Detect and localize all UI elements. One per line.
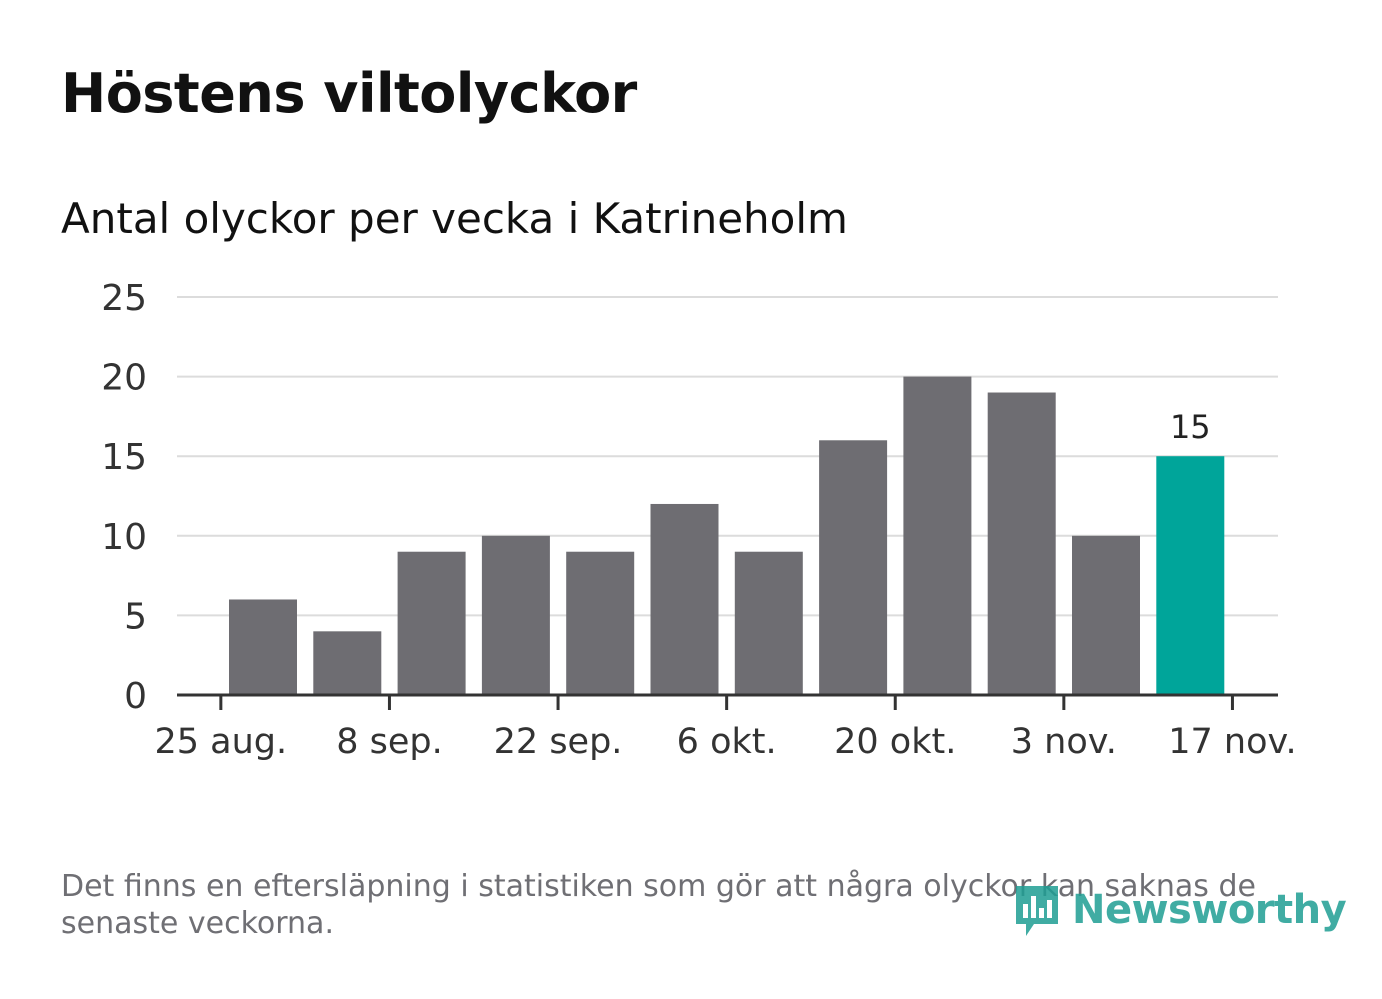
- x-tick-label: 20 okt.: [834, 722, 956, 762]
- bar: [987, 392, 1056, 695]
- x-tick-label: 17 nov.: [1168, 722, 1296, 762]
- y-tick-label: 20: [101, 358, 147, 399]
- bar: [313, 631, 382, 695]
- y-tick-label: 25: [101, 278, 147, 319]
- y-tick-label: 0: [124, 676, 147, 717]
- x-tick-label: 25 aug.: [155, 722, 288, 762]
- bar: [566, 551, 635, 695]
- bar: [481, 535, 550, 695]
- x-axis: [177, 693, 1278, 710]
- chart-title: Höstens viltolyckor: [61, 62, 637, 125]
- labels: 0 5 10 15 20 25 15 25 aug. 8 sep. 22 sep. 6 okt. 20…: [101, 278, 1296, 762]
- bar-highlight: [1156, 456, 1225, 695]
- bar: [650, 503, 719, 695]
- x-tick-label: 22 sep.: [494, 722, 623, 762]
- logo-text: Newsworthy: [1072, 887, 1347, 933]
- y-tick-label: 10: [101, 517, 147, 558]
- bar: [1072, 535, 1140, 695]
- x-tick-label: 6 okt.: [677, 722, 777, 762]
- x-tick-label: 3 nov.: [1011, 722, 1117, 762]
- bars: [229, 376, 1225, 695]
- chart-subtitle: Antal olyckor per vecka i Katrineholm: [61, 194, 848, 243]
- y-tick-label: 5: [124, 596, 147, 637]
- bar: [734, 551, 803, 695]
- x-tick-label: 8 sep.: [336, 722, 443, 762]
- bar-value-label: 15: [1170, 408, 1211, 446]
- y-tick-label: 15: [101, 437, 147, 478]
- bar: [819, 440, 888, 695]
- bar: [903, 376, 972, 695]
- newsworthy-logo: Newsworthy: [1012, 880, 1347, 940]
- bar: [229, 599, 297, 695]
- bar-chart-speech-bubble-icon: [1016, 886, 1058, 936]
- bar: [397, 551, 466, 695]
